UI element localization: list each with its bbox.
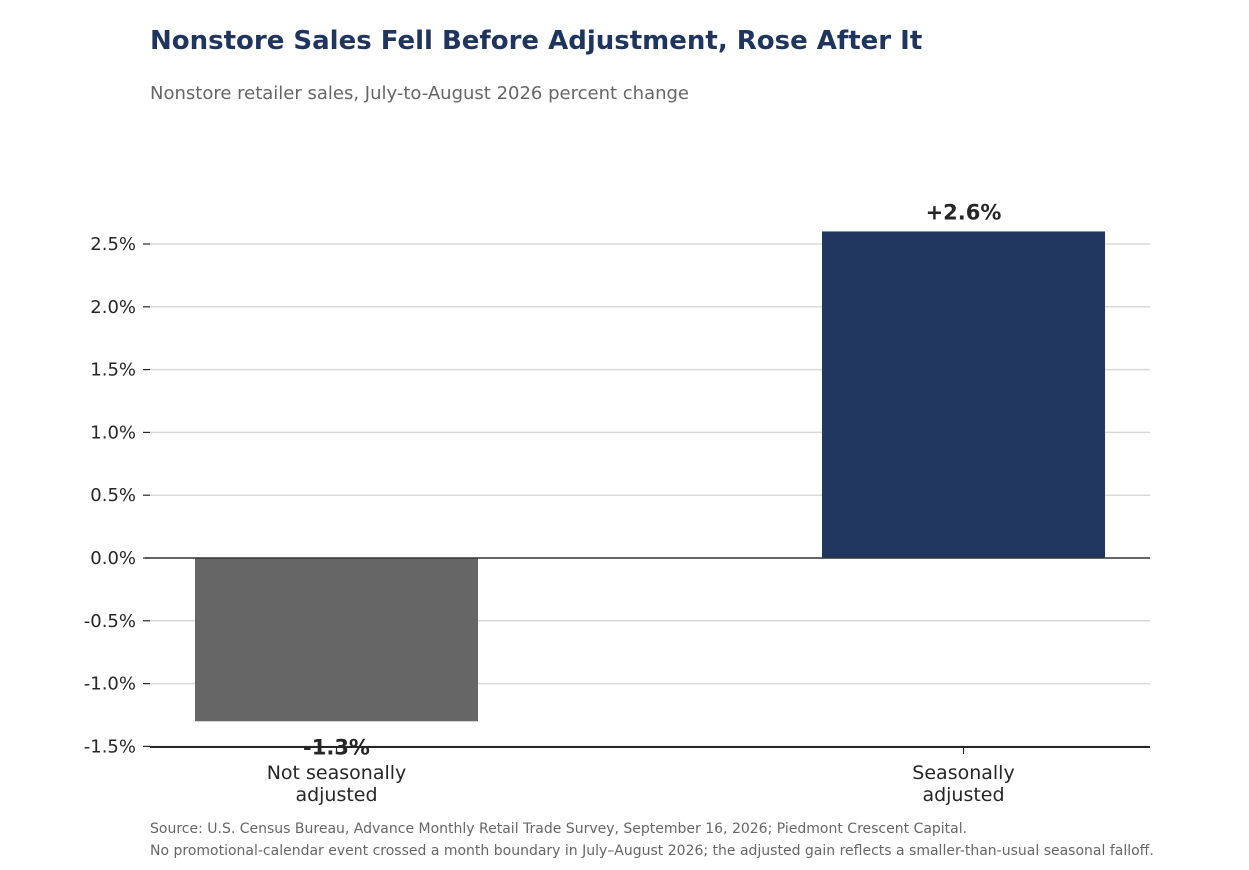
footnote-line: No promotional-calendar event crossed a … bbox=[150, 843, 1154, 859]
y-tick-label: 2.5% bbox=[90, 234, 136, 255]
x-tick-label-line: adjusted bbox=[922, 784, 1004, 806]
y-tick-label: 1.5% bbox=[90, 360, 136, 381]
x-tick-label-line: Not seasonally bbox=[267, 762, 407, 784]
y-tick-label: 1.0% bbox=[90, 422, 136, 443]
x-tick-label-line: adjusted bbox=[295, 784, 377, 806]
y-tick-label: 0.0% bbox=[90, 548, 136, 569]
bar bbox=[195, 558, 478, 722]
y-tick-label: 2.0% bbox=[90, 297, 136, 318]
source-notes: Source: U.S. Census Bureau, Advance Mont… bbox=[150, 818, 1154, 862]
y-tick-label: -1.0% bbox=[84, 674, 136, 695]
x-tick-label: Not seasonally adjusted bbox=[267, 762, 407, 806]
bar-chart: -1.5%-1.0%-0.5%0.0%0.5%1.0%1.5%2.0%2.5%-… bbox=[84, 200, 1150, 806]
y-tick-label: -1.5% bbox=[84, 736, 136, 757]
chart-title: Nonstore Sales Fell Before Adjustment, R… bbox=[150, 26, 923, 56]
x-tick-label-line: Seasonally bbox=[912, 762, 1014, 784]
chart-subtitle: Nonstore retailer sales, July-to-August … bbox=[150, 83, 690, 104]
source-line: Source: U.S. Census Bureau, Advance Mont… bbox=[150, 821, 968, 837]
x-tick-label: Seasonally adjusted bbox=[912, 762, 1014, 806]
bar bbox=[822, 231, 1105, 558]
y-tick-label: 0.5% bbox=[90, 485, 136, 506]
value-label: +2.6% bbox=[926, 200, 1002, 224]
y-tick-label: -0.5% bbox=[84, 611, 136, 632]
